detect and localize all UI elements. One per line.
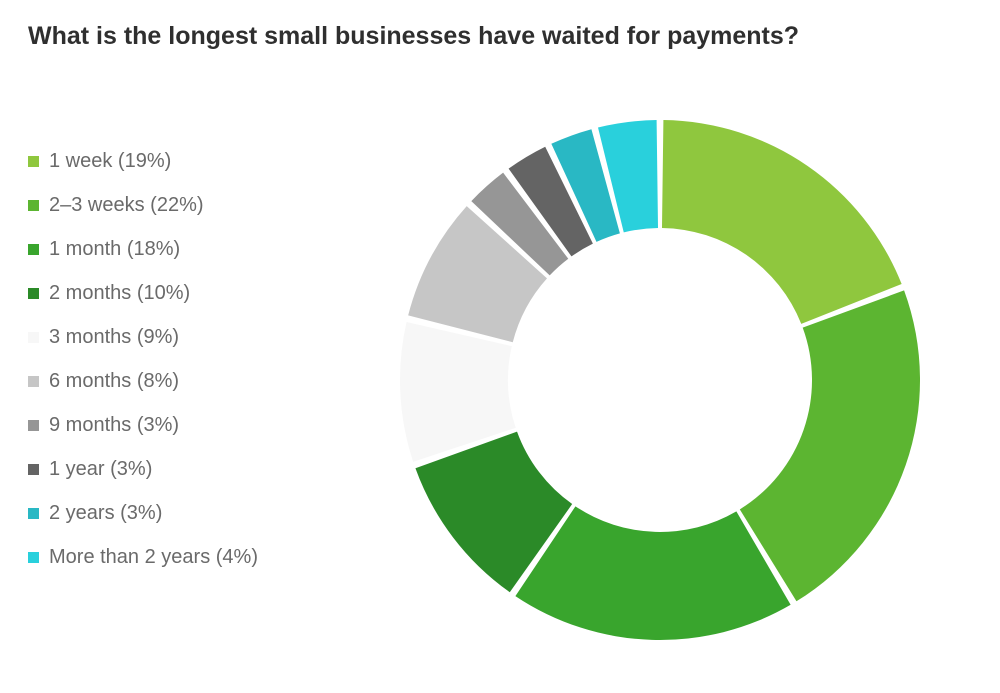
legend-label: 6 months (8%) (49, 370, 179, 393)
legend-label: 2 years (3%) (49, 502, 162, 525)
legend-label: 1 month (18%) (49, 238, 180, 261)
legend-item: 3 months (9%) (28, 326, 258, 349)
legend-item: 1 week (19%) (28, 150, 258, 173)
legend-swatch (28, 200, 39, 211)
legend-label: 1 year (3%) (49, 458, 152, 481)
legend-item: 6 months (8%) (28, 370, 258, 393)
chart-title: What is the longest small businesses hav… (28, 22, 799, 51)
legend-swatch (28, 156, 39, 167)
legend-item: 1 year (3%) (28, 458, 258, 481)
legend-label: 2–3 weeks (22%) (49, 194, 204, 217)
legend-item: 2–3 weeks (22%) (28, 194, 258, 217)
donut-chart-wrap (380, 100, 940, 660)
legend-swatch (28, 288, 39, 299)
legend-swatch (28, 552, 39, 563)
donut-chart (380, 100, 940, 660)
legend-swatch (28, 420, 39, 431)
legend-swatch (28, 464, 39, 475)
legend-label: 2 months (10%) (49, 282, 190, 305)
chart-container: What is the longest small businesses hav… (0, 0, 1000, 693)
legend-swatch (28, 376, 39, 387)
legend-swatch (28, 332, 39, 343)
donut-slice (662, 120, 902, 324)
legend-label: 3 months (9%) (49, 326, 179, 349)
donut-slice (515, 506, 790, 640)
legend-item: 2 years (3%) (28, 502, 258, 525)
legend-label: 9 months (3%) (49, 414, 179, 437)
legend-item: 1 month (18%) (28, 238, 258, 261)
legend-swatch (28, 244, 39, 255)
chart-legend: 1 week (19%) 2–3 weeks (22%) 1 month (18%)… (28, 150, 258, 569)
legend-swatch (28, 508, 39, 519)
legend-label: 1 week (19%) (49, 150, 171, 173)
legend-item: More than 2 years (4%) (28, 546, 258, 569)
legend-item: 2 months (10%) (28, 282, 258, 305)
legend-label: More than 2 years (4%) (49, 546, 258, 569)
legend-item: 9 months (3%) (28, 414, 258, 437)
donut-slice (740, 290, 920, 601)
